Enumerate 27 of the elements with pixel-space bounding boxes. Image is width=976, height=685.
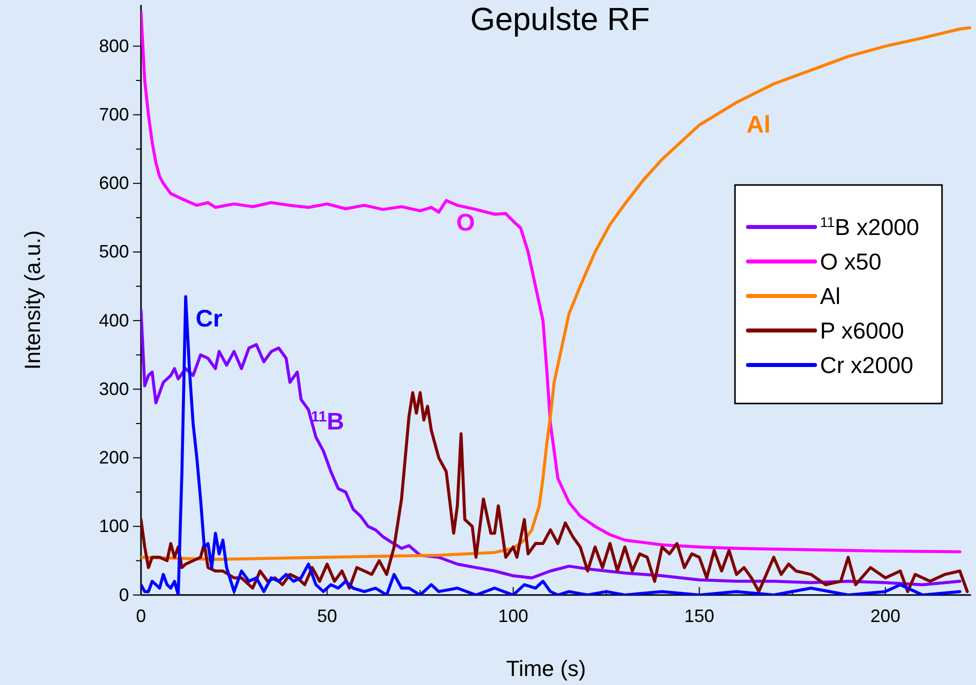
x-tick-label: 0 <box>136 606 146 626</box>
y-tick-label: 300 <box>98 378 129 399</box>
line-series <box>141 391 969 594</box>
y-tick-label: 0 <box>118 584 129 605</box>
annotation: Cr <box>196 306 222 333</box>
y-tick-label: 200 <box>98 448 129 468</box>
y-tick-label: 700 <box>98 104 129 125</box>
y-tick-label: 800 <box>98 36 129 56</box>
y-tick-label: 100 <box>98 516 129 536</box>
annotation: Al <box>746 111 771 138</box>
legend-label: P x6000 <box>820 318 904 344</box>
y-tick-label: 600 <box>98 173 129 194</box>
y-axis-title: Intensity (a.u.) <box>20 230 45 370</box>
x-tick-label: 50 <box>317 606 338 626</box>
legend-label: Cr x2000 <box>820 352 914 378</box>
legend-label: $^{11}$B x2000 <box>820 214 920 240</box>
chart-title: Gepulste RF <box>470 1 650 37</box>
annotation: O <box>456 210 475 237</box>
legend-label: O x50 <box>820 248 882 275</box>
x-axis-title: Time (s) <box>506 656 586 681</box>
x-tick-label: 150 <box>684 606 714 626</box>
y-tick-label: 400 <box>98 310 129 330</box>
y-tick-label: 500 <box>98 242 129 262</box>
annotation: $^{11}$B <box>311 408 344 436</box>
x-tick-label: 100 <box>498 606 528 626</box>
legend-label: Al <box>820 283 840 310</box>
x-tick-label: 200 <box>870 606 900 626</box>
